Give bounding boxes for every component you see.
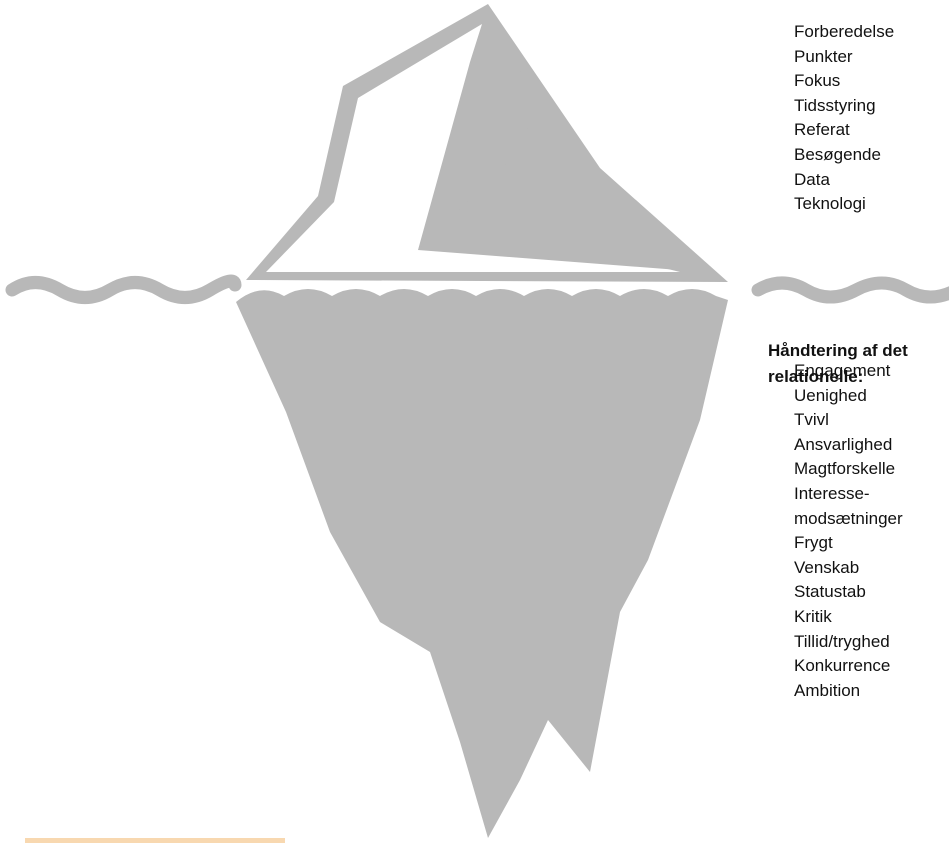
list-item: Data — [794, 168, 894, 193]
list-item: Venskab — [794, 556, 903, 581]
list-item: Interesse- — [794, 482, 903, 507]
list-item: Tvivl — [794, 408, 903, 433]
list-item: Ambition — [794, 679, 903, 704]
wave-right — [758, 283, 949, 297]
list-item: Teknologi — [794, 192, 894, 217]
list-item: Besøgende — [794, 143, 894, 168]
list-item: Kritik — [794, 605, 903, 630]
list-item: modsætninger — [794, 507, 903, 532]
page: {"above_water": {"items": ["Forberedelse… — [0, 0, 949, 843]
list-item: Uenighed — [794, 384, 903, 409]
list-item: Statustab — [794, 580, 903, 605]
list-item: Konkurrence — [794, 654, 903, 679]
list-item: Engagement — [794, 359, 903, 384]
wave-left — [12, 281, 235, 298]
list-item: Forberedelse — [794, 20, 894, 45]
list-item: Frygt — [794, 531, 903, 556]
list-item: Fokus — [794, 69, 894, 94]
footer-bar — [25, 838, 285, 843]
list-item: Punkter — [794, 45, 894, 70]
list-item: Ansvarlighed — [794, 433, 903, 458]
list-item: Tidsstyring — [794, 94, 894, 119]
list-item: Tillid/tryghed — [794, 630, 903, 655]
list-item: Referat — [794, 118, 894, 143]
list-item: Magtforskelle — [794, 457, 903, 482]
iceberg-underwater — [236, 289, 728, 838]
